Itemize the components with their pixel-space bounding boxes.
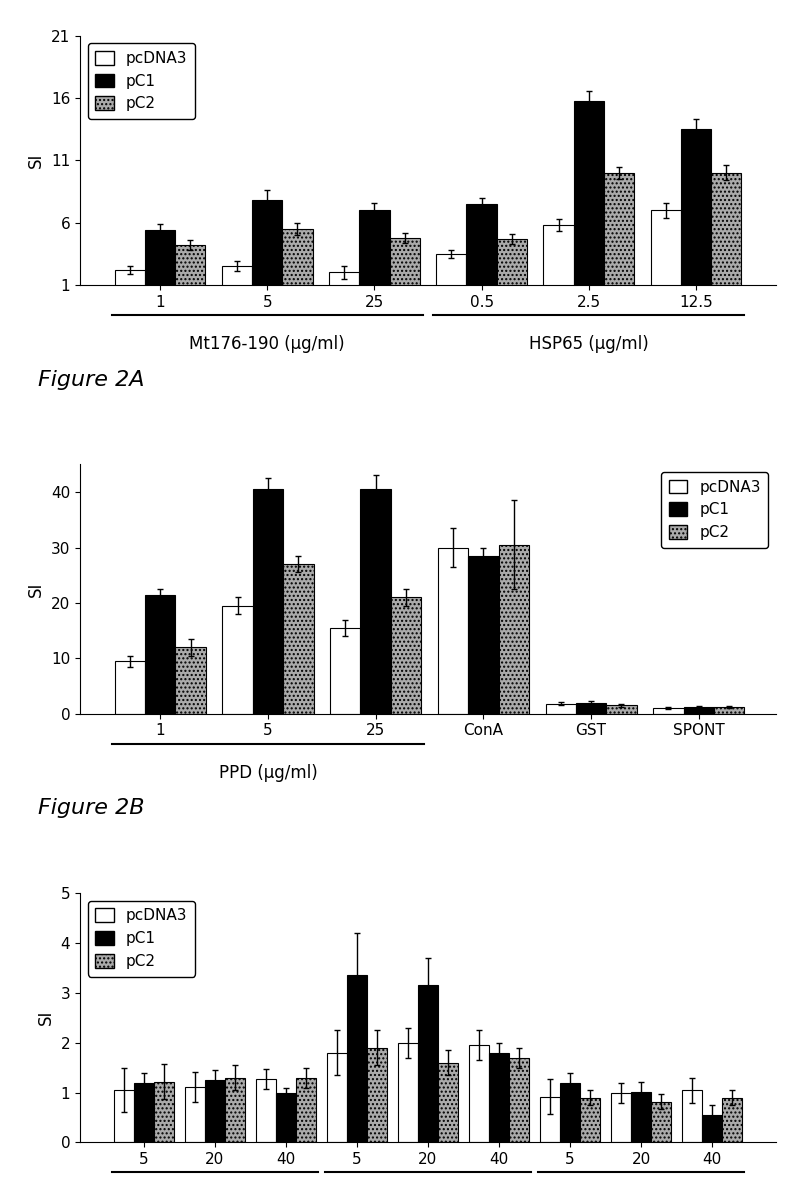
Bar xyxy=(114,1090,134,1142)
Bar xyxy=(651,1102,671,1142)
Bar xyxy=(225,1078,245,1142)
Bar xyxy=(222,606,253,714)
Text: PPD (μg/ml): PPD (μg/ml) xyxy=(218,764,318,782)
Bar xyxy=(205,1081,225,1142)
Bar xyxy=(682,1090,702,1142)
Text: Mt176-190 (μg/ml): Mt176-190 (μg/ml) xyxy=(190,334,345,352)
Text: Figure 2B: Figure 2B xyxy=(38,798,145,819)
Bar xyxy=(684,707,714,714)
Bar xyxy=(498,545,529,714)
Bar xyxy=(252,200,282,298)
Bar xyxy=(546,703,576,714)
Bar xyxy=(222,267,252,298)
Bar xyxy=(327,1053,347,1142)
Bar xyxy=(438,1063,458,1142)
Y-axis label: SI: SI xyxy=(27,582,46,596)
Bar xyxy=(391,597,422,714)
Bar xyxy=(329,273,359,298)
Bar xyxy=(543,225,574,298)
Bar xyxy=(398,1042,418,1142)
Y-axis label: SI: SI xyxy=(37,1010,55,1026)
Legend: pcDNA3, pC1, pC2: pcDNA3, pC1, pC2 xyxy=(661,472,768,547)
Bar xyxy=(253,489,283,714)
Bar xyxy=(497,239,527,298)
Bar xyxy=(145,230,175,298)
Bar xyxy=(283,564,314,714)
Text: HSP65 (μg/ml): HSP65 (μg/ml) xyxy=(529,334,649,352)
Bar xyxy=(390,238,420,298)
Bar xyxy=(114,662,145,714)
Text: Figure 2A: Figure 2A xyxy=(38,370,145,389)
Legend: pcDNA3, pC1, pC2: pcDNA3, pC1, pC2 xyxy=(88,901,195,977)
Bar xyxy=(714,707,744,714)
Bar xyxy=(367,1047,387,1142)
Bar xyxy=(114,270,145,298)
Bar xyxy=(438,547,468,714)
Bar xyxy=(134,1083,154,1142)
Y-axis label: SI: SI xyxy=(27,152,46,168)
Bar xyxy=(436,253,466,298)
Bar xyxy=(650,211,681,298)
Bar xyxy=(154,1082,174,1142)
Bar xyxy=(359,211,390,298)
Bar xyxy=(276,1092,296,1142)
Bar xyxy=(540,1096,560,1142)
Bar xyxy=(175,245,206,298)
Bar xyxy=(631,1091,651,1142)
Bar xyxy=(576,702,606,714)
Bar xyxy=(347,976,367,1142)
Bar xyxy=(469,1045,489,1142)
Bar xyxy=(654,708,684,714)
Bar xyxy=(468,556,498,714)
Bar xyxy=(418,985,438,1142)
Bar xyxy=(256,1078,276,1142)
Bar xyxy=(722,1097,742,1142)
Bar xyxy=(702,1115,722,1142)
Bar xyxy=(604,173,634,298)
Bar xyxy=(361,489,391,714)
Bar xyxy=(296,1078,316,1142)
Bar xyxy=(580,1097,600,1142)
Bar xyxy=(560,1083,580,1142)
Legend: pcDNA3, pC1, pC2: pcDNA3, pC1, pC2 xyxy=(88,43,195,119)
Bar xyxy=(509,1058,529,1142)
Bar xyxy=(175,647,206,714)
Bar xyxy=(145,595,175,714)
Bar xyxy=(711,173,742,298)
Bar xyxy=(574,100,604,298)
Bar xyxy=(466,203,497,298)
Bar xyxy=(185,1086,205,1142)
Bar xyxy=(489,1053,509,1142)
Bar xyxy=(282,228,313,298)
Bar xyxy=(330,628,361,714)
Bar xyxy=(681,130,711,298)
Bar xyxy=(611,1092,631,1142)
Bar xyxy=(606,706,637,714)
